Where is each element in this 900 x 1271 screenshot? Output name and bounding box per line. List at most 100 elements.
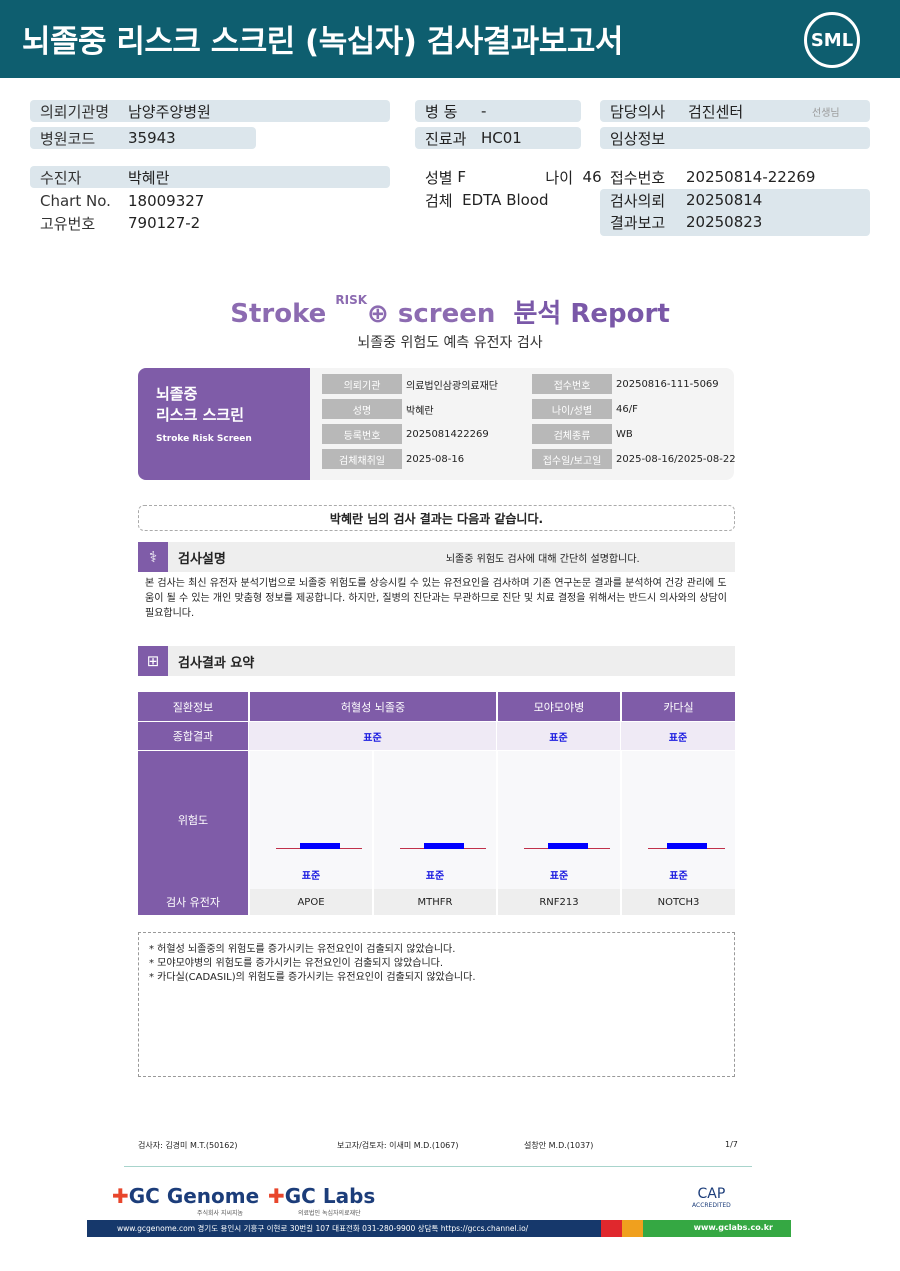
card-label: 접수일/보고일 bbox=[532, 449, 612, 469]
tester: 검사자: 김경미 M.T.(50162) bbox=[138, 1141, 238, 1150]
header-disease: 질환정보 bbox=[138, 692, 248, 721]
risk-bar bbox=[547, 843, 588, 849]
gc-labs-logo: ✚GC Labs 의료법인 녹십자의료재단 bbox=[268, 1184, 375, 1217]
risk-label: 표준 bbox=[301, 871, 321, 882]
label: Chart No. bbox=[40, 192, 111, 210]
logo-sub: 주식회사 지씨지놈 bbox=[197, 1210, 244, 1217]
overall-ischemic: 표준 bbox=[249, 722, 496, 750]
card-value: 2025-08-16/2025-08-22 bbox=[616, 453, 736, 465]
brand-rest: 분석 Report bbox=[513, 299, 670, 329]
footer-bar: www.gcgenome.com 경기도 용인시 기흥구 이현로 30번길 10… bbox=[87, 1220, 791, 1237]
card-title1: 뇌졸중 bbox=[156, 385, 198, 403]
specimen-row: 검체 EDTA Blood bbox=[415, 189, 549, 211]
logo-text: GC Genome bbox=[128, 1184, 260, 1208]
footer-website[interactable]: www.gclabs.co.kr bbox=[693, 1223, 773, 1232]
brand-title: Stroke RISK⊕ screen 분석 Report bbox=[230, 293, 670, 329]
label-gene: 검사 유전자 bbox=[138, 889, 248, 915]
value: 20250814 bbox=[686, 191, 763, 209]
label-overall: 종합결과 bbox=[138, 722, 248, 750]
gene-cell: MTHFR bbox=[373, 889, 496, 915]
label: 수진자 bbox=[40, 168, 82, 187]
card-title2: 리스크 스크린 bbox=[156, 406, 245, 424]
section-description: ⚕ 검사설명 뇌졸중 위험도 검사에 대해 간단히 설명합니다. bbox=[138, 542, 735, 572]
card-value: 2025081422269 bbox=[406, 428, 489, 440]
dept-row: 진료과 HC01 bbox=[415, 127, 581, 149]
sml-logo: SML bbox=[804, 12, 860, 68]
value: 20250814-22269 bbox=[686, 168, 816, 186]
label: 의뢰기관명 bbox=[40, 102, 110, 121]
cap-text: CAP bbox=[697, 1186, 726, 1202]
value: 18009327 bbox=[128, 192, 205, 210]
risk-cell: 표준 bbox=[621, 751, 735, 889]
card-label: 의뢰기관 bbox=[322, 374, 402, 394]
label: 검사의뢰 bbox=[610, 191, 666, 210]
card-value: 의료법인삼광의료재단 bbox=[406, 380, 498, 392]
card-subtitle: Stroke Risk Screen bbox=[156, 434, 252, 444]
report-title: 뇌졸중 리스크 스크린 (녹십자) 검사결과보고서 bbox=[22, 24, 623, 60]
section-summary-header: ⊞ 검사결과 요약 bbox=[138, 646, 735, 676]
label: 병 동 bbox=[425, 102, 458, 121]
report-header: 뇌졸중 리스크 스크린 (녹십자) 검사결과보고서 SML bbox=[0, 0, 900, 78]
card-value: 박혜란 bbox=[406, 405, 434, 417]
label: 검체 bbox=[425, 191, 453, 210]
value: 검진센터 bbox=[688, 102, 744, 121]
risk-label: 표준 bbox=[669, 871, 688, 882]
cap-logo: CAP ACCREDITED bbox=[692, 1186, 731, 1209]
overall-moyamoya: 표준 bbox=[497, 722, 620, 750]
logo-text: GC Labs bbox=[284, 1184, 376, 1208]
ward-row: 병 동- bbox=[415, 100, 581, 122]
label: 고유번호 bbox=[40, 214, 96, 233]
note: * 허혈성 뇌졸중의 위험도를 증가시키는 유전요인이 검출되지 않았습니다. bbox=[149, 944, 456, 955]
risk-cell: 표준 bbox=[249, 751, 372, 889]
value: F bbox=[457, 168, 467, 186]
card-value: 2025-08-16 bbox=[406, 453, 465, 465]
label: 결과보고 bbox=[610, 213, 666, 232]
section-title: 검사결과 요약 bbox=[178, 655, 255, 671]
card-row: 성명 박혜란 나이/성별 46/F bbox=[322, 399, 730, 419]
risk-label: 표준 bbox=[425, 871, 445, 882]
cap-sub: ACCREDITED bbox=[692, 1202, 731, 1209]
description-text: 본 검사는 최신 유전자 분석기법으로 뇌졸중 위험도를 상승시킬 수 있는 유… bbox=[145, 578, 727, 619]
card-label: 검체종류 bbox=[532, 424, 612, 444]
result-message: 박혜란 님의 검사 결과는 다음과 같습니다. bbox=[138, 505, 735, 531]
unique-row: 고유번호 790127-2 bbox=[30, 212, 200, 234]
label: 성별 bbox=[425, 168, 453, 187]
suffix: 선생님 bbox=[812, 107, 840, 119]
label: 나이 bbox=[545, 168, 573, 187]
gene-cell: RNF213 bbox=[497, 889, 620, 915]
value: EDTA Blood bbox=[462, 191, 549, 209]
risk-label: 표준 bbox=[549, 871, 569, 882]
stethoscope-icon: ⚕ bbox=[138, 542, 168, 572]
doctor-row: 담당의사 검진센터 선생님 bbox=[600, 100, 870, 122]
cross-icon: ✚ bbox=[268, 1184, 285, 1208]
doctor-sign: 설창안 M.D.(1037) bbox=[524, 1141, 594, 1150]
label: 임상정보 bbox=[610, 129, 666, 148]
chart-row: Chart No. 18009327 bbox=[30, 190, 204, 212]
card-label: 나이/성별 bbox=[532, 399, 612, 419]
gene-cell: NOTCH3 bbox=[621, 889, 735, 915]
brand-risk: RISK bbox=[335, 293, 368, 307]
value: 남양주양병원 bbox=[128, 102, 211, 121]
sex-age-row: 성별 F 나이 46 bbox=[415, 166, 602, 188]
card-label: 성명 bbox=[322, 399, 402, 419]
gc-genome-logo: ✚GC Genome 주식회사 지씨지놈 bbox=[112, 1184, 259, 1217]
risk-bar bbox=[299, 843, 340, 849]
label: 병원코드 bbox=[40, 129, 96, 148]
header-moyamoya: 모야모야병 bbox=[497, 692, 620, 721]
page-number: 1/7 bbox=[725, 1140, 738, 1149]
logo-sub: 의료법인 녹십자의료재단 bbox=[298, 1210, 361, 1217]
card-label: 등록번호 bbox=[322, 424, 402, 444]
cross-icon: ✚ bbox=[112, 1184, 129, 1208]
overall-cadasil: 표준 bbox=[621, 722, 735, 750]
folder-plus-icon: ⊞ bbox=[138, 646, 168, 676]
value: 20250823 bbox=[686, 213, 763, 231]
header-ischemic: 허혈성 뇌졸중 bbox=[249, 692, 496, 721]
card-label: 뇌졸중 리스크 스크린 Stroke Risk Screen bbox=[138, 368, 310, 480]
risk-cell: 표준 bbox=[497, 751, 620, 889]
brand-stroke: Stroke bbox=[230, 299, 327, 329]
receipt-row: 접수번호 20250814-22269 bbox=[600, 166, 815, 188]
section-title: 검사설명 bbox=[178, 551, 226, 567]
card-row: 검체채취일 2025-08-16 접수일/보고일 2025-08-16/2025-08… bbox=[322, 449, 736, 469]
card-value: 46/F bbox=[616, 403, 638, 415]
institution-row: 의뢰기관명 남양주양병원 bbox=[30, 100, 390, 122]
